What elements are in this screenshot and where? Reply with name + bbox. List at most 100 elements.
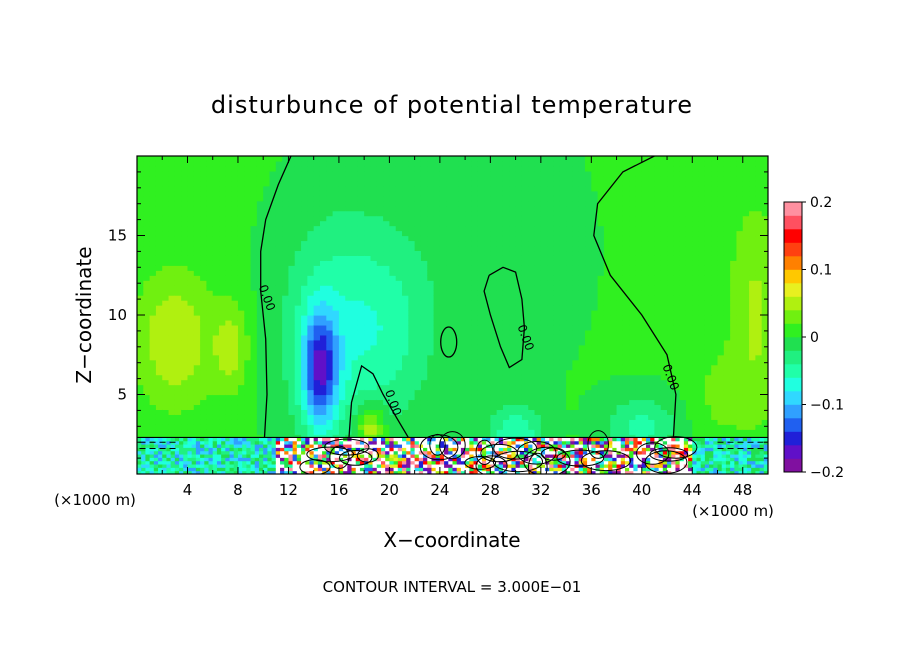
heatmap-cell xyxy=(509,250,517,256)
heatmap-cell xyxy=(408,275,416,281)
heatmap-cell xyxy=(187,310,195,316)
heatmap-cell xyxy=(137,399,144,406)
heatmap-cell xyxy=(231,389,239,396)
heatmap-cell xyxy=(307,260,315,266)
heatmap-cell xyxy=(351,319,359,326)
heatmap-cell xyxy=(294,295,302,301)
heatmap-cell xyxy=(591,324,599,331)
heatmap-cell xyxy=(616,235,624,242)
heatmap-cell xyxy=(597,255,605,261)
heatmap-cell xyxy=(338,235,346,242)
heatmap-cell xyxy=(566,354,573,361)
heatmap-cell xyxy=(616,334,624,341)
heatmap-cell xyxy=(237,404,245,411)
heatmap-cell xyxy=(502,305,510,311)
heatmap-cell xyxy=(364,349,372,356)
heatmap-cell xyxy=(471,354,479,361)
heatmap-cell xyxy=(370,429,378,435)
heatmap-cell xyxy=(319,195,327,202)
heatmap-cell xyxy=(515,170,523,177)
heatmap-cell xyxy=(578,364,586,371)
heatmap-cell xyxy=(294,225,302,232)
heatmap-cell xyxy=(193,175,201,182)
heatmap-cell xyxy=(496,310,504,316)
heatmap-cell xyxy=(244,290,252,296)
heatmap-cell xyxy=(515,424,523,430)
heatmap-cell xyxy=(622,165,630,172)
heatmap-cell xyxy=(181,235,189,242)
heatmap-cell xyxy=(471,185,479,192)
heatmap-cell xyxy=(383,369,390,376)
heatmap-cell xyxy=(364,195,372,202)
heatmap-cell xyxy=(193,349,201,356)
heatmap-cell xyxy=(597,344,605,351)
heatmap-cell xyxy=(452,200,460,207)
heatmap-cell xyxy=(559,324,567,331)
heatmap-cell xyxy=(155,329,163,336)
heatmap-cell xyxy=(616,190,624,197)
heatmap-cell xyxy=(502,399,510,406)
heatmap-cell xyxy=(275,255,283,261)
heatmap-cell xyxy=(402,344,409,351)
heatmap-cell xyxy=(622,334,630,341)
heatmap-cell xyxy=(490,215,498,222)
heatmap-cell xyxy=(162,156,170,162)
heatmap-cell xyxy=(193,230,201,237)
heatmap-cell xyxy=(383,364,390,371)
heatmap-cell xyxy=(578,315,586,321)
heatmap-cell xyxy=(502,319,510,326)
heatmap-cell xyxy=(603,369,611,376)
heatmap-cell xyxy=(326,180,334,187)
heatmap-cell xyxy=(547,349,555,356)
heatmap-cell xyxy=(502,156,510,162)
heatmap-cell xyxy=(420,369,428,376)
heatmap-cell xyxy=(383,419,390,425)
heatmap-cell xyxy=(484,190,491,197)
heatmap-cell xyxy=(301,280,308,286)
heatmap-cell xyxy=(288,295,296,301)
heatmap-cell xyxy=(427,165,435,172)
heatmap-cell xyxy=(143,379,151,386)
heatmap-cell xyxy=(155,210,163,217)
heatmap-cell xyxy=(540,240,548,247)
heatmap-cell xyxy=(206,305,214,311)
heatmap-cell xyxy=(420,344,428,351)
heatmap-cell xyxy=(433,305,441,311)
heatmap-cell xyxy=(578,240,586,247)
heatmap-cell xyxy=(143,295,151,301)
heatmap-cell xyxy=(559,165,567,172)
heatmap-cell xyxy=(288,240,296,247)
heatmap-cell xyxy=(357,156,365,162)
heatmap-cell xyxy=(370,394,378,401)
heatmap-cell xyxy=(616,265,624,271)
heatmap-cell xyxy=(174,180,182,187)
heatmap-cell xyxy=(585,344,592,351)
heatmap-cell xyxy=(610,334,618,341)
heatmap-cell xyxy=(168,369,176,376)
heatmap-cell xyxy=(553,359,561,366)
heatmap-cell xyxy=(269,260,277,266)
heatmap-cell xyxy=(162,165,170,172)
heatmap-cell xyxy=(610,220,618,227)
heatmap-cell xyxy=(427,270,435,276)
heatmap-cell xyxy=(402,409,409,415)
heatmap-cell xyxy=(484,429,491,435)
heatmap-cell xyxy=(301,359,308,366)
heatmap-cell xyxy=(521,245,529,252)
heatmap-cell xyxy=(174,419,182,425)
heatmap-cell xyxy=(446,230,454,237)
heatmap-cell xyxy=(301,215,308,222)
heatmap-cell xyxy=(250,245,258,252)
heatmap-cell xyxy=(313,424,321,430)
heatmap-cell xyxy=(231,175,239,182)
heatmap-cell xyxy=(408,339,416,346)
heatmap-cell xyxy=(376,220,384,227)
heatmap-cell xyxy=(458,195,466,202)
heatmap-cell xyxy=(307,339,315,346)
heatmap-cell xyxy=(420,429,428,435)
heatmap-cell xyxy=(357,369,365,376)
heatmap-cell xyxy=(250,319,258,326)
heatmap-cell xyxy=(282,245,290,252)
heatmap-cell xyxy=(181,275,189,281)
heatmap-cell xyxy=(439,255,447,261)
